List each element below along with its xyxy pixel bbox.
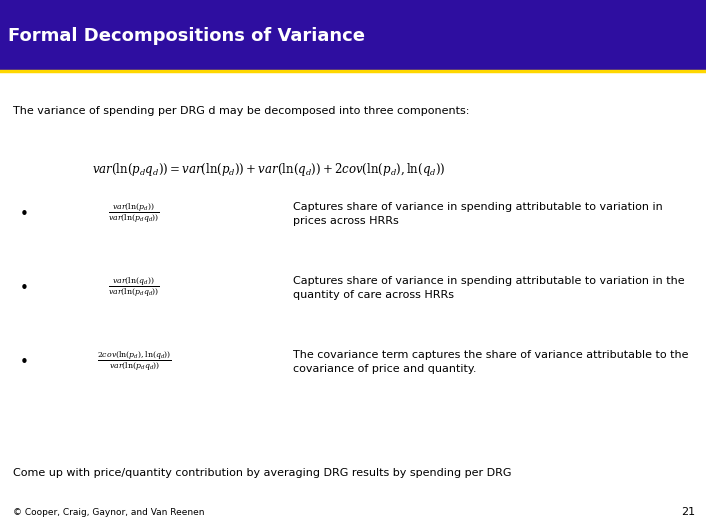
Text: •: • bbox=[20, 281, 29, 296]
Text: 21: 21 bbox=[681, 507, 695, 517]
Text: •: • bbox=[20, 355, 29, 370]
Text: Captures share of variance in spending attributable to variation in the
quantity: Captures share of variance in spending a… bbox=[293, 276, 685, 300]
Bar bbox=[0, 0, 706, 71]
Text: $\frac{2cov(\mathrm{ln}(p_d),\mathrm{ln}(q_d))}{var(\mathrm{ln}(p_d q_d))}$: $\frac{2cov(\mathrm{ln}(p_d),\mathrm{ln}… bbox=[97, 350, 172, 375]
Text: $var(\mathrm{ln}(p_d q_d)) = var(\mathrm{ln}(p_d)) + var(\mathrm{ln}(q_d)) + 2co: $var(\mathrm{ln}(p_d q_d)) = var(\mathrm… bbox=[92, 161, 445, 178]
Text: The covariance term captures the share of variance attributable to the
covarianc: The covariance term captures the share o… bbox=[293, 350, 688, 375]
Text: Formal Decompositions of Variance: Formal Decompositions of Variance bbox=[8, 26, 366, 45]
Text: © Cooper, Craig, Gaynor, and Van Reenen: © Cooper, Craig, Gaynor, and Van Reenen bbox=[13, 508, 204, 517]
Text: •: • bbox=[20, 207, 29, 222]
Text: Come up with price/quantity contribution by averaging DRG results by spending pe: Come up with price/quantity contribution… bbox=[13, 468, 511, 478]
Text: Captures share of variance in spending attributable to variation in
prices acros: Captures share of variance in spending a… bbox=[293, 202, 663, 226]
Text: $\frac{var(\mathrm{ln}(q_d))}{var(\mathrm{ln}(p_d q_d))}$: $\frac{var(\mathrm{ln}(q_d))}{var(\mathr… bbox=[108, 276, 160, 300]
Text: $\frac{var(\mathrm{ln}(p_d))}{var(\mathrm{ln}(p_d q_d))}$: $\frac{var(\mathrm{ln}(p_d))}{var(\mathr… bbox=[108, 202, 160, 226]
Text: The variance of spending per DRG d may be decomposed into three components:: The variance of spending per DRG d may b… bbox=[13, 106, 469, 116]
